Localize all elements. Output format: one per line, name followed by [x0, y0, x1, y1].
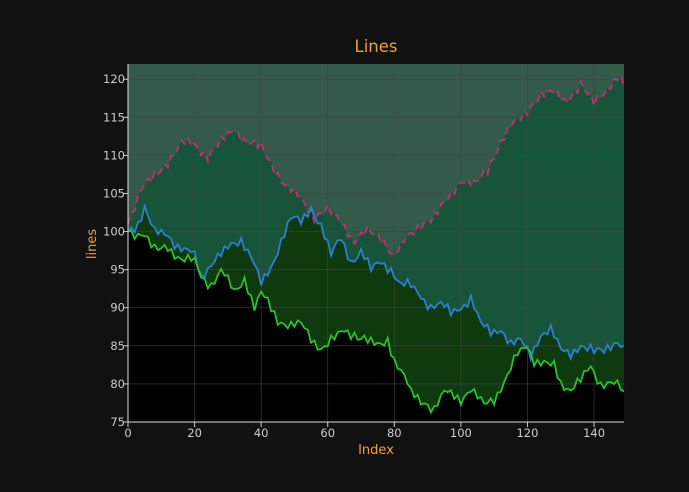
series-1-fill [128, 64, 624, 413]
x-tick-label: 80 [387, 426, 402, 440]
y-tick-label: 85 [110, 339, 125, 353]
series-2-fill [128, 64, 624, 360]
x-tick-label: 20 [187, 426, 202, 440]
y-tick-label: 120 [103, 72, 125, 86]
axes: 0 20 40 60 80 100 120 140 75 80 85 90 95 100 105 110 115… [103, 64, 624, 440]
y-tick-label: 105 [103, 186, 125, 200]
series-3-line [127, 73, 625, 256]
x-tick-label: 120 [516, 426, 538, 440]
chart-title: Lines [355, 37, 398, 56]
x-axis-label: Index [358, 443, 394, 458]
plot-area [128, 64, 624, 422]
y-tick-label: 75 [110, 415, 125, 429]
series-lines [127, 73, 625, 415]
x-tick-label: 100 [450, 426, 472, 440]
y-tick-label: 110 [103, 148, 125, 162]
series-3-fill [128, 64, 624, 255]
y-tick-label: 115 [103, 110, 125, 124]
y-tick-label: 90 [110, 301, 125, 315]
x-tick-label: 140 [583, 426, 605, 440]
x-tick-label: 40 [254, 426, 269, 440]
series-2-line [127, 202, 625, 363]
series-fills [128, 64, 624, 413]
series-1-line [127, 229, 625, 415]
y-tick-label: 100 [103, 225, 125, 239]
y-tick-label: 95 [110, 263, 125, 277]
y-axis-label: lines [85, 229, 100, 259]
y-tick-label: 80 [110, 377, 125, 391]
x-tick-label: 60 [320, 426, 335, 440]
x-tick-label: 0 [124, 426, 131, 440]
